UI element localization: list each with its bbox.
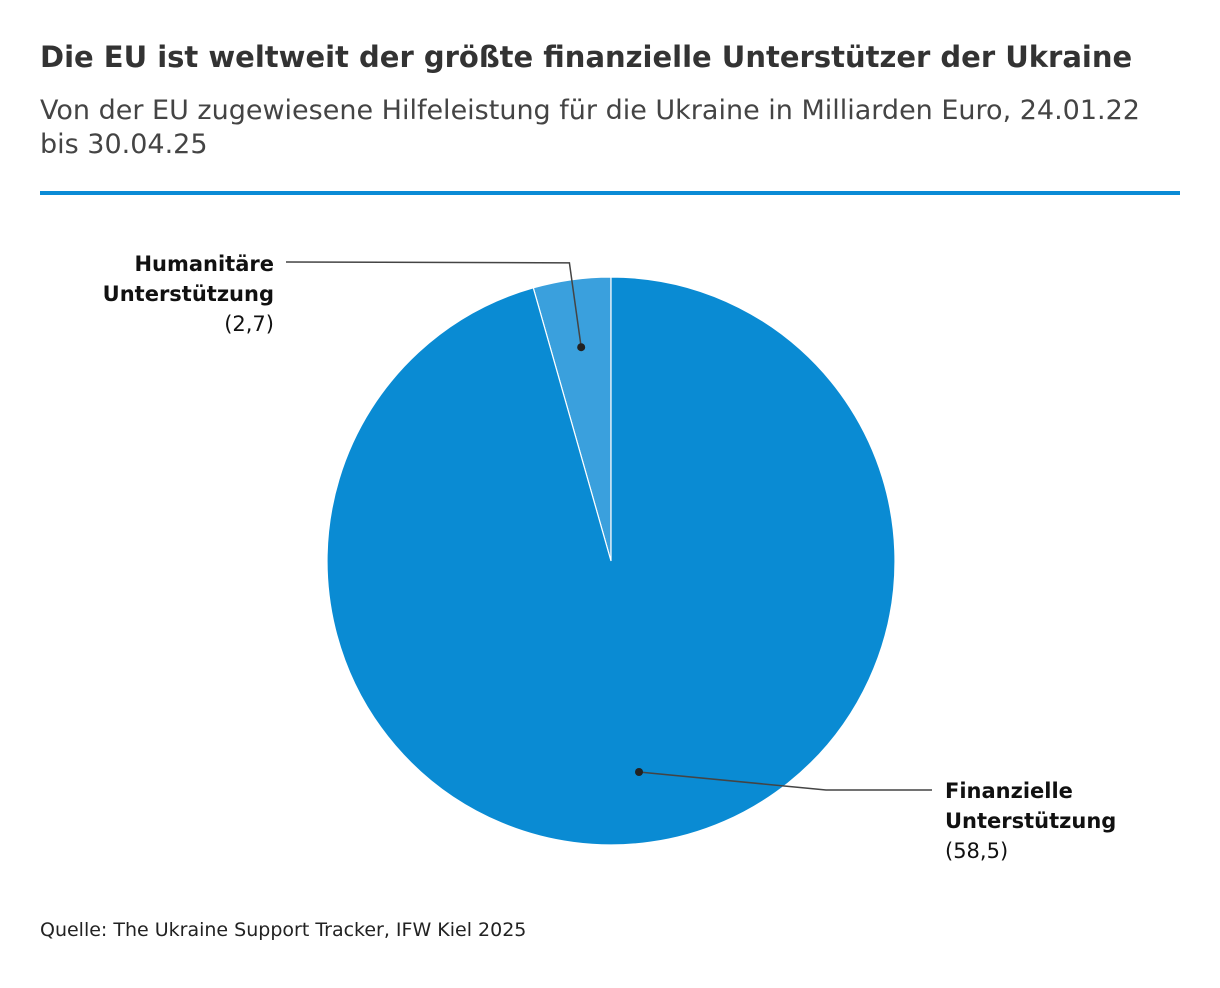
pie-slice-1 (326, 276, 896, 846)
leader-dot-humanitaere (577, 343, 586, 352)
label-humanitaere-value: (2,7) (224, 312, 274, 336)
label-finanzielle-name-line2: Unterstützung (945, 809, 1117, 833)
label-finanzielle-value: (58,5) (945, 839, 1009, 863)
label-finanzielle-unterstuetzung: Finanzielle Unterstützung (58,5) (945, 776, 1116, 866)
chart-subtitle: Von der EU zugewiesene Hilfeleistung für… (40, 95, 1140, 160)
label-humanitaere-unterstuetzung: Humanitäre Unterstützung (2,7) (103, 249, 274, 339)
title-divider (40, 191, 1180, 195)
label-humanitaere-name-line1: Humanitäre (134, 252, 274, 276)
label-finanzielle-name-line1: Finanzielle (945, 779, 1073, 803)
chart-title: Die EU ist weltweit der größte finanziel… (40, 40, 1133, 74)
leader-line-finanzielle (638, 771, 932, 791)
leader-dot-finanzielle (635, 768, 643, 776)
label-humanitaere-name-line2: Unterstützung (102, 282, 274, 306)
source-note: Quelle: The Ukraine Support Tracker, IFW… (40, 919, 527, 941)
leader-line-humanitaere (285, 261, 582, 348)
